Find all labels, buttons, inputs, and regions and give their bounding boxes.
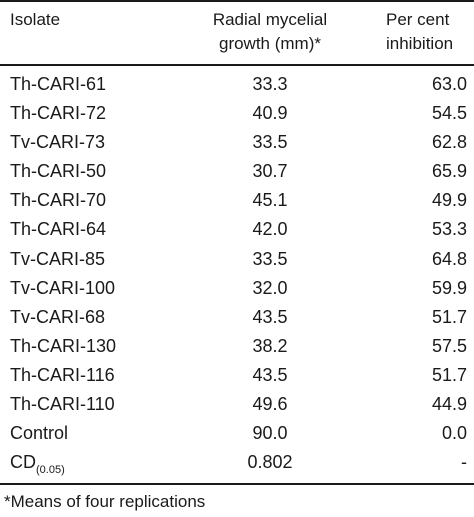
isolate-cell: Tv-CARI-85 <box>10 248 106 269</box>
isolate-cell: Tv-CARI-73 <box>10 132 106 153</box>
inhibition-cell: 51.7 <box>431 364 467 385</box>
growth-cell: 40.9 <box>252 103 288 124</box>
growth-cell: 42.0 <box>252 219 288 240</box>
header-rule <box>0 64 474 66</box>
growth-cell: 43.5 <box>252 306 288 327</box>
isolate-cell: Th-CARI-70 <box>10 190 107 211</box>
table-row: Tv-CARI-100 32.0 59.9 <box>0 274 474 303</box>
table-row-control: Control 90.0 0.0 <box>0 419 474 448</box>
inhibition-cell: 59.9 <box>431 277 467 298</box>
growth-cell: 33.5 <box>252 132 288 153</box>
cd-label-cell: CD(0.05) <box>10 448 65 485</box>
isolate-cell: Th-CARI-50 <box>10 161 107 182</box>
growth-cell: 38.2 <box>252 335 288 356</box>
growth-cell: 43.5 <box>252 364 288 385</box>
inhibition-cell: 63.0 <box>431 74 467 94</box>
header-isolate: Isolate <box>10 8 60 32</box>
isolate-cell: Tv-CARI-100 <box>10 277 116 298</box>
inhibition-cell: 64.8 <box>431 248 467 269</box>
cd-label: CD <box>10 452 36 473</box>
inhibition-cell: 44.9 <box>431 394 467 415</box>
isolate-cell: Th-CARI-116 <box>10 364 115 385</box>
isolate-cell: Tv-CARI-68 <box>10 306 106 327</box>
inhibition-cell: 53.3 <box>431 219 467 240</box>
table-row: Th-CARI-64 42.0 53.3 <box>0 215 474 244</box>
isolate-cell: Th-CARI-110 <box>10 394 115 415</box>
header-growth-line1: Radial mycelial <box>212 10 328 29</box>
inhibition-cell: 49.9 <box>431 190 467 211</box>
table-row: Tv-CARI-73 33.5 62.8 <box>0 128 474 157</box>
table-row: Tv-CARI-68 43.5 51.7 <box>0 303 474 332</box>
header-isolate-text: Isolate <box>10 10 61 29</box>
growth-cell: 49.6 <box>252 394 288 415</box>
isolate-cell: Th-CARI-61 <box>10 74 107 94</box>
inhibition-cell: 57.5 <box>431 335 467 356</box>
inhibition-cell: 62.8 <box>431 132 467 153</box>
header-inhibition-line1: Per cent <box>386 10 450 29</box>
table-row: Th-CARI-130 38.2 57.5 <box>0 332 474 361</box>
table-row: Th-CARI-116 43.5 51.7 <box>0 361 474 390</box>
cd-inhibition-cell: - <box>461 452 467 473</box>
footnote: *Means of four replications <box>4 492 206 511</box>
table-row: Th-CARI-70 45.1 49.9 <box>0 186 474 215</box>
isolate-cell: Th-CARI-64 <box>10 219 107 240</box>
growth-cell: 33.3 <box>252 74 288 94</box>
growth-cell: 45.1 <box>252 190 288 211</box>
table-body: Th-CARI-61 33.3 63.0 Th-CARI-72 40.9 54.5 Tv… <box>0 70 474 477</box>
isolate-cell: Th-CARI-72 <box>10 103 107 124</box>
top-rule <box>0 0 474 2</box>
growth-cell: 30.7 <box>252 161 288 182</box>
cd-growth-cell: 0.802 <box>247 452 293 473</box>
table-row: Th-CARI-61 33.3 63.0 <box>0 70 474 99</box>
header-growth: Radial mycelial growth (mm)* <box>190 8 350 56</box>
inhibition-cell: 51.7 <box>431 306 467 327</box>
growth-cell: 90.0 <box>252 423 288 444</box>
header-growth-line2: growth (mm)* <box>218 34 321 53</box>
table-row: Tv-CARI-85 33.5 64.8 <box>0 245 474 274</box>
inhibition-cell: 0.0 <box>441 423 467 444</box>
growth-cell: 33.5 <box>252 248 288 269</box>
growth-cell: 32.0 <box>252 277 288 298</box>
header-inhibition: Per cent inhibition <box>386 8 453 56</box>
inhibition-cell: 65.9 <box>431 161 467 182</box>
table-row-cd: CD(0.05) 0.802 - <box>0 448 474 477</box>
bottom-rule <box>0 483 474 485</box>
table-row: Th-CARI-50 30.7 65.9 <box>0 157 474 186</box>
header-inhibition-line2: inhibition <box>386 34 454 53</box>
isolate-cell: Control <box>10 423 69 444</box>
table-row: Th-CARI-72 40.9 54.5 <box>0 99 474 128</box>
inhibition-cell: 54.5 <box>431 103 467 124</box>
table-row: Th-CARI-110 49.6 44.9 <box>0 390 474 419</box>
cd-subscript: (0.05) <box>36 464 65 477</box>
isolate-cell: Th-CARI-130 <box>10 335 117 356</box>
